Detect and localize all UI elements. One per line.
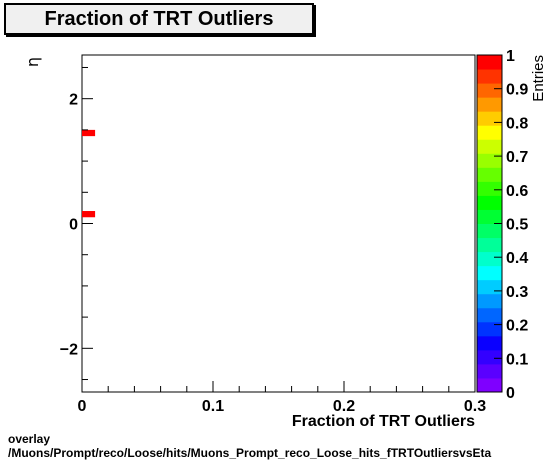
chart-title: Fraction of TRT Outliers	[4, 3, 314, 35]
x-tick-label: 0.2	[333, 398, 355, 415]
palette-swatch	[477, 167, 502, 182]
palette-swatch	[477, 83, 502, 98]
x-tick-label: 0	[78, 398, 87, 415]
palette-swatch	[477, 251, 502, 267]
palette-tick-label: 0.1	[506, 351, 528, 368]
palette-swatch	[477, 125, 502, 140]
palette-swatch	[477, 139, 502, 154]
palette-swatch	[477, 237, 502, 253]
y-tick-label: 2	[69, 92, 78, 109]
palette-tick-label: 0.9	[506, 82, 528, 99]
palette-tick-label: 0.5	[506, 217, 528, 234]
palette-swatch	[477, 293, 502, 309]
palette-swatch	[477, 363, 502, 379]
heatmap-cell-0	[82, 129, 96, 137]
palette-swatch	[477, 307, 502, 323]
palette-swatch	[477, 377, 502, 393]
palette-swatch	[477, 279, 502, 295]
palette-swatch	[477, 209, 502, 224]
x-axis-label: Fraction of TRT Outliers	[292, 413, 475, 430]
y-tick-label: −2	[60, 341, 78, 358]
palette-swatch	[477, 265, 502, 281]
palette-tick-label: 0.8	[506, 115, 528, 132]
palette-swatch	[477, 111, 502, 126]
palette-swatch	[477, 55, 502, 70]
palette-tick-label: 0.6	[506, 183, 528, 200]
footer-overlay-label: overlay	[8, 432, 51, 446]
palette-axis-label: Entries	[530, 55, 546, 102]
palette-swatch	[477, 321, 502, 337]
plot-frame	[81, 54, 476, 393]
x-tick-label: 0.1	[202, 398, 224, 415]
heatmap-cell-1	[82, 211, 96, 218]
footer-histogram-path: /Muons/Prompt/reco/Loose/hits/Muons_Prom…	[8, 446, 492, 460]
palette-swatch	[477, 69, 502, 84]
palette-tick-label: 1	[506, 48, 515, 65]
palette-tick-label: 0.2	[506, 318, 528, 335]
y-tick-label: 0	[69, 217, 78, 234]
palette-swatch	[477, 349, 502, 365]
palette-tick-label: 0.4	[506, 250, 528, 267]
palette-swatch	[477, 181, 502, 196]
palette-swatch	[477, 97, 502, 112]
palette-swatch	[477, 335, 502, 351]
palette-tick-label: 0	[506, 385, 515, 402]
x-tick-label: 0.3	[464, 398, 486, 415]
palette-swatch	[477, 223, 502, 239]
palette-tick-label: 0.7	[506, 149, 528, 166]
palette-swatch	[477, 195, 502, 210]
palette-tick-label: 0.3	[506, 284, 528, 301]
palette-swatch	[477, 153, 502, 168]
y-axis-label: η	[23, 57, 42, 67]
